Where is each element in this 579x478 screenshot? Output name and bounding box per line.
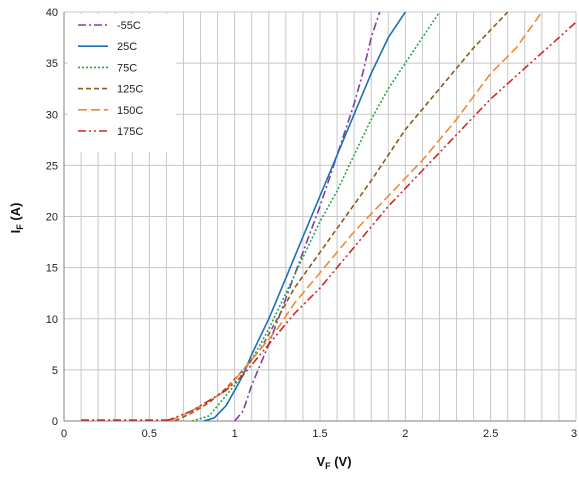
- series-line-25c: [203, 12, 406, 421]
- y-tick-label: 35: [46, 58, 58, 70]
- legend-label: 150C: [117, 105, 143, 117]
- y-tick-label: 0: [52, 416, 58, 428]
- x-tick-label: 3: [571, 428, 577, 440]
- legend-label: 175C: [117, 126, 143, 138]
- legend-label: -55C: [117, 20, 141, 32]
- y-tick-label: 40: [46, 7, 58, 19]
- series-line-55c: [234, 12, 381, 421]
- legend-label: 125C: [117, 84, 143, 96]
- legend-label: 25C: [117, 41, 137, 53]
- x-axis-title: VF (V): [316, 454, 351, 471]
- y-tick-label: 30: [46, 109, 58, 121]
- y-tick-label: 25: [46, 160, 58, 172]
- series-line-125c: [174, 12, 509, 421]
- series-line-175c: [166, 21, 576, 421]
- series-line-75c: [191, 12, 441, 421]
- x-tick-labels: 0 0.5 1 1.5 2 2.5 3: [61, 428, 577, 440]
- y-tick-label: 20: [46, 212, 58, 224]
- legend-background: [68, 14, 176, 152]
- y-tick-label: 5: [52, 365, 58, 377]
- x-tick-label: 0: [61, 428, 67, 440]
- legend-label: 75C: [117, 62, 137, 74]
- x-tick-label: 2: [402, 428, 408, 440]
- x-tick-label: 0.5: [142, 428, 157, 440]
- y-tick-label: 15: [46, 263, 58, 275]
- series-line-150c: [169, 12, 543, 421]
- x-tick-label: 2.5: [483, 428, 498, 440]
- axes: [63, 12, 576, 422]
- x-tick-label: 1.5: [312, 428, 327, 440]
- y-tick-label: 10: [46, 314, 58, 326]
- series-lines: [81, 12, 576, 421]
- x-tick-label: 1: [232, 428, 238, 440]
- y-tick-labels: 0 5 10 15 20 25 30 35 40: [46, 7, 58, 428]
- y-axis-title: IF (A): [8, 203, 25, 234]
- legend: -55C 25C 75C 125C 150C 175C: [68, 14, 176, 152]
